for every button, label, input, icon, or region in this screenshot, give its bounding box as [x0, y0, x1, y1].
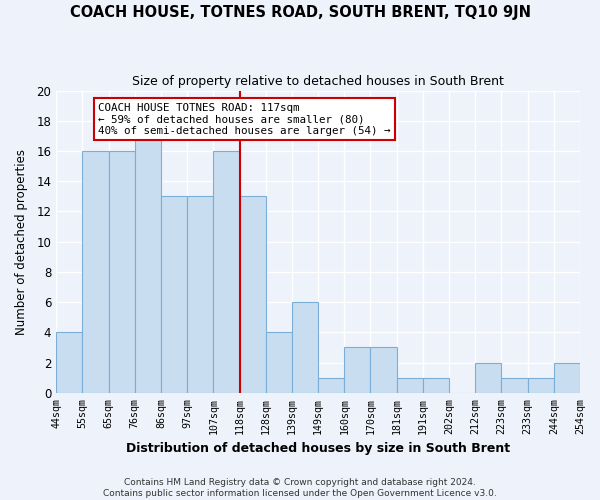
Bar [344, 348, 370, 393]
Bar [370, 348, 397, 393]
Bar [161, 196, 187, 393]
Bar [239, 196, 266, 393]
Bar [397, 378, 423, 393]
Text: COACH HOUSE TOTNES ROAD: 117sqm
← 59% of detached houses are smaller (80)
40% of: COACH HOUSE TOTNES ROAD: 117sqm ← 59% of… [98, 102, 391, 136]
Bar [56, 332, 82, 393]
Bar [292, 302, 318, 393]
Title: Size of property relative to detached houses in South Brent: Size of property relative to detached ho… [132, 75, 504, 88]
Bar [423, 378, 449, 393]
Text: Contains HM Land Registry data © Crown copyright and database right 2024.
Contai: Contains HM Land Registry data © Crown c… [103, 478, 497, 498]
Bar [109, 151, 135, 393]
Bar [135, 136, 161, 393]
Y-axis label: Number of detached properties: Number of detached properties [15, 148, 28, 334]
Bar [82, 151, 109, 393]
Text: COACH HOUSE, TOTNES ROAD, SOUTH BRENT, TQ10 9JN: COACH HOUSE, TOTNES ROAD, SOUTH BRENT, T… [70, 5, 530, 20]
Bar [475, 362, 502, 393]
Bar [266, 332, 292, 393]
Bar [187, 196, 214, 393]
Bar [554, 362, 580, 393]
Bar [318, 378, 344, 393]
Bar [527, 378, 554, 393]
X-axis label: Distribution of detached houses by size in South Brent: Distribution of detached houses by size … [126, 442, 510, 455]
Bar [214, 151, 239, 393]
Bar [502, 378, 527, 393]
